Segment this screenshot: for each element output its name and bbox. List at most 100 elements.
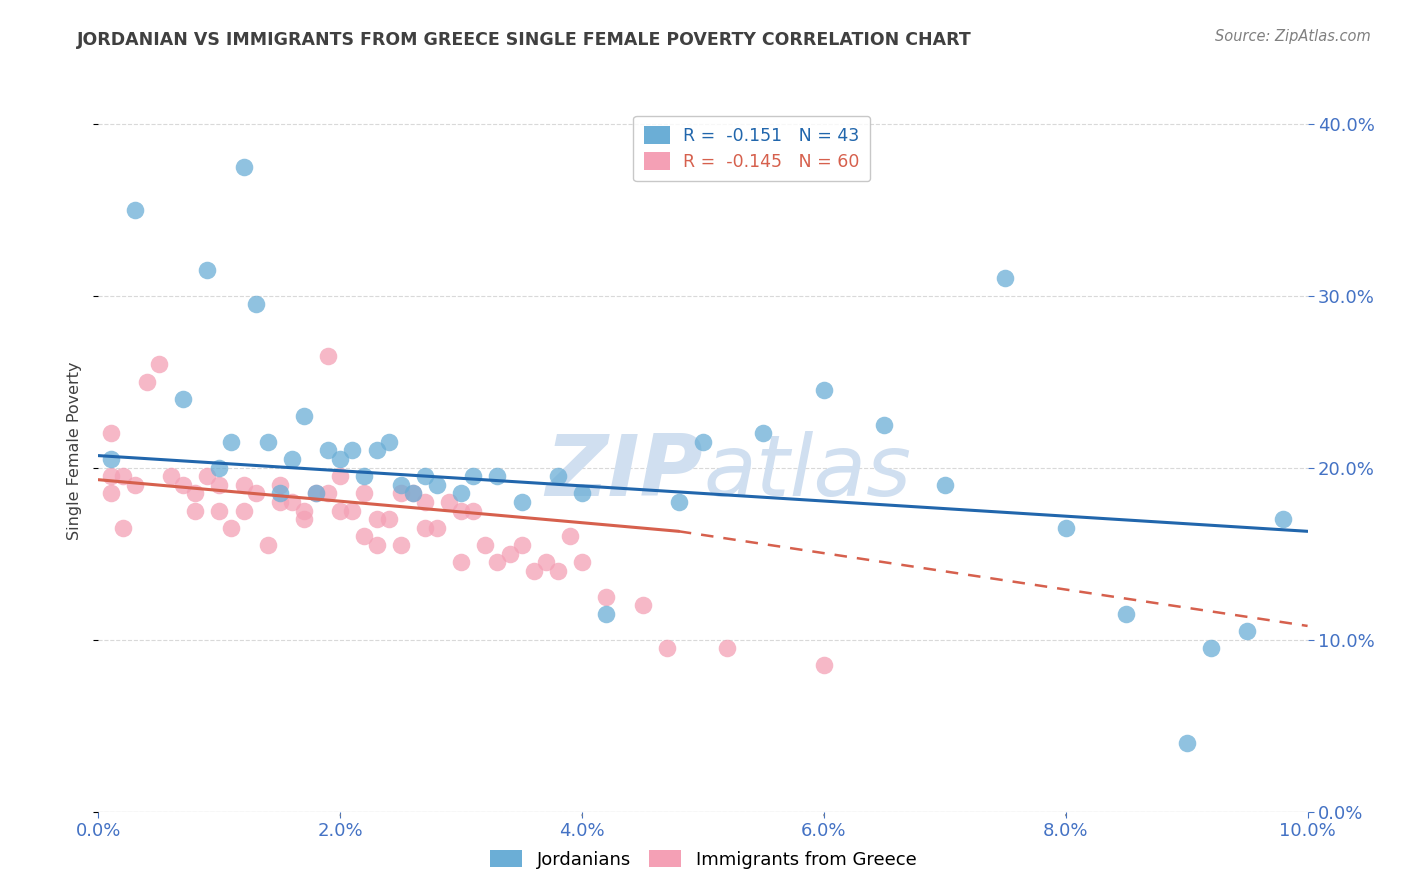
Point (281, 452, 304, 467)
Point (232, 503, 254, 517)
Point (547, 469, 569, 483)
Point (413, 521, 436, 535)
Point (510, 495, 533, 509)
Point (631, 599, 654, 613)
Point (668, 495, 690, 509)
Point (184, 486, 207, 500)
Point (377, 434, 399, 449)
Point (100, 486, 122, 500)
Point (655, 641, 678, 656)
Point (100, 452, 122, 467)
Point (208, 460, 231, 475)
Point (148, 358, 170, 372)
Point (426, 521, 449, 535)
Point (558, 529, 581, 543)
Point (571, 486, 593, 500)
Point (1054, 521, 1077, 535)
Point (437, 495, 460, 509)
Point (595, 590, 617, 604)
Point (316, 349, 339, 363)
Point (195, 469, 218, 483)
Point (232, 160, 254, 174)
Point (1272, 512, 1295, 526)
Legend: R =  -0.151   N = 43, R =  -0.145   N = 60: R = -0.151 N = 43, R = -0.145 N = 60 (633, 116, 870, 181)
Point (100, 426, 122, 441)
Point (342, 443, 364, 458)
Point (813, 658, 835, 673)
Point (402, 486, 425, 500)
Point (426, 478, 449, 492)
Point (292, 409, 315, 423)
Point (292, 512, 315, 526)
Point (994, 271, 1017, 285)
Point (389, 486, 412, 500)
Point (256, 538, 278, 552)
Point (208, 503, 231, 517)
Y-axis label: Single Female Poverty: Single Female Poverty (67, 361, 83, 540)
Point (292, 503, 315, 517)
Point (329, 452, 352, 467)
Point (195, 262, 218, 277)
Point (752, 426, 775, 441)
Text: JORDANIAN VS IMMIGRANTS FROM GREECE SINGLE FEMALE POVERTY CORRELATION CHART: JORDANIAN VS IMMIGRANTS FROM GREECE SING… (77, 31, 972, 49)
Point (316, 443, 339, 458)
Legend: Jordanians, Immigrants from Greece: Jordanians, Immigrants from Greece (482, 843, 924, 876)
Point (269, 486, 291, 500)
Point (486, 469, 509, 483)
Point (450, 503, 472, 517)
Point (413, 495, 436, 509)
Point (450, 486, 472, 500)
Point (172, 392, 194, 406)
Point (111, 521, 134, 535)
Point (366, 443, 388, 458)
Point (571, 555, 593, 569)
Point (329, 469, 352, 483)
Point (486, 555, 509, 569)
Point (934, 478, 956, 492)
Point (450, 555, 472, 569)
Point (595, 607, 617, 621)
Point (232, 478, 254, 492)
Text: atlas: atlas (703, 431, 911, 514)
Point (873, 417, 896, 432)
Point (1115, 607, 1137, 621)
Point (366, 512, 388, 526)
Point (281, 495, 304, 509)
Point (269, 478, 291, 492)
Point (463, 469, 485, 483)
Point (402, 486, 425, 500)
Point (463, 503, 485, 517)
Point (389, 538, 412, 552)
Point (135, 375, 157, 389)
Point (1236, 624, 1258, 639)
Point (221, 521, 243, 535)
Point (377, 512, 399, 526)
Point (111, 469, 134, 483)
Point (547, 564, 569, 578)
Point (172, 478, 194, 492)
Point (389, 478, 412, 492)
Point (813, 384, 835, 398)
Point (353, 486, 375, 500)
Point (498, 547, 520, 561)
Point (305, 486, 328, 500)
Point (474, 538, 496, 552)
Point (256, 434, 278, 449)
Point (366, 538, 388, 552)
Point (1175, 736, 1198, 750)
Point (510, 538, 533, 552)
Point (716, 641, 738, 656)
Point (329, 503, 352, 517)
Point (124, 202, 146, 217)
Point (245, 486, 267, 500)
Point (316, 486, 339, 500)
Point (160, 469, 183, 483)
Point (269, 495, 291, 509)
Point (124, 478, 146, 492)
Point (1199, 641, 1222, 656)
Point (208, 478, 231, 492)
Point (245, 297, 267, 311)
Text: ZIP: ZIP (546, 431, 703, 514)
Point (353, 469, 375, 483)
Point (523, 564, 546, 578)
